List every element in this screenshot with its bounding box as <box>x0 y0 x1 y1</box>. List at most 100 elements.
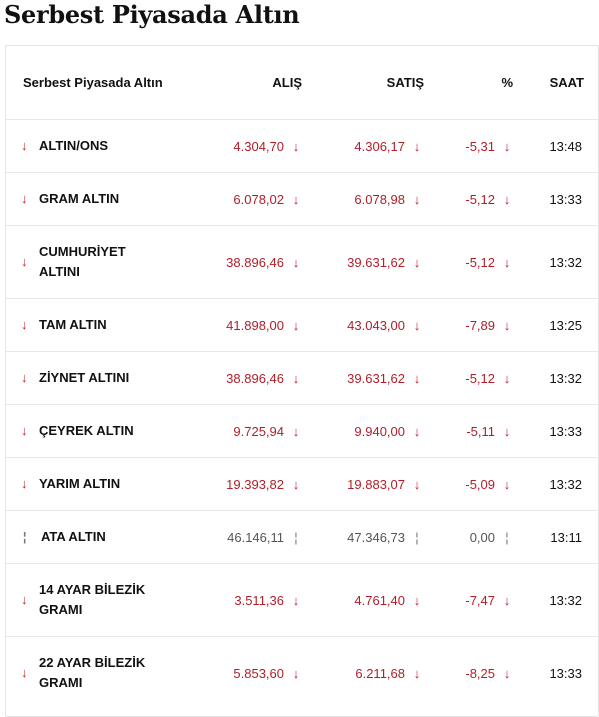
table-row[interactable]: ↓ TAM ALTIN 41.898,00 ↓ 43.043,00 ↓ -7,89 ↓ 13:2… <box>6 298 598 352</box>
header-name: Serbest Piyasada Altın <box>6 46 190 120</box>
table-row[interactable]: ¦ ATA ALTIN 46.146,11 ¦ 47.346,73 ¦ 0,00 ¦ 13:11 <box>6 510 598 564</box>
instrument-name-cell[interactable]: ¦ ATA ALTIN <box>6 510 190 564</box>
header-alis[interactable]: ALIŞ <box>190 46 310 120</box>
alis-cell: 38.896,46 ↓ <box>190 351 310 405</box>
gold-price-table-card: Serbest Piyasada Altın ALIŞ SATIŞ % SAAT… <box>5 45 599 717</box>
alis-cell: 5.853,60 ↓ <box>190 637 310 710</box>
dash-icon: ¦ <box>294 529 298 545</box>
arrow-down-icon: ↓ <box>503 317 511 333</box>
alis-cell: 6.078,02 ↓ <box>190 172 310 226</box>
saat-cell: 13:33 <box>519 172 598 226</box>
arrow-down-icon: ↓ <box>503 665 511 681</box>
table-row[interactable]: ↓ YARIM ALTIN 19.393,82 ↓ 19.883,07 ↓ -5,09 ↓ 13… <box>6 457 598 511</box>
table-row[interactable]: ↓ ÇEYREK ALTIN 9.725,94 ↓ 9.940,00 ↓ -5,11 ↓ 13:… <box>6 404 598 458</box>
alis-cell: 19.393,82 ↓ <box>190 457 310 511</box>
alis-value: 5.853,60 <box>233 665 284 681</box>
page-title: Serbest Piyasada Altın <box>4 0 300 29</box>
percent-value: -8,25 <box>465 665 495 681</box>
alis-cell: 3.511,36 ↓ <box>190 563 310 637</box>
table-row[interactable]: ↓ ALTIN/ONS 4.304,70 ↓ 4.306,17 ↓ -5,31 ↓ 13:48 <box>6 119 598 173</box>
satis-value: 9.940,00 <box>354 423 405 439</box>
instrument-name: TAM ALTIN <box>39 317 107 332</box>
arrow-down-icon: ↓ <box>21 254 28 269</box>
arrow-down-icon: ↓ <box>503 423 511 439</box>
time-value: 13:32 <box>549 254 582 270</box>
table-header-row: Serbest Piyasada Altın ALIŞ SATIŞ % SAAT <box>6 46 598 120</box>
arrow-down-icon: ↓ <box>21 191 28 206</box>
satis-cell: 39.631,62 ↓ <box>310 225 433 299</box>
satis-value: 4.761,40 <box>354 592 405 608</box>
arrow-down-icon: ↓ <box>413 423 421 439</box>
alis-cell: 9.725,94 ↓ <box>190 404 310 458</box>
alis-value: 38.896,46 <box>226 254 284 270</box>
instrument-name-cell[interactable]: ↓ ALTIN/ONS <box>6 119 190 173</box>
arrow-down-icon: ↓ <box>413 138 421 154</box>
instrument-name-cell[interactable]: ↓ 22 AYAR BİLEZİK GRAMI <box>6 637 190 710</box>
table-row[interactable]: ↓ GRAM ALTIN 6.078,02 ↓ 6.078,98 ↓ -5,12 ↓ 13:33 <box>6 172 598 226</box>
percent-cell: -7,89 ↓ <box>433 298 519 352</box>
table-row[interactable]: ↓ ZİYNET ALTINI 38.896,46 ↓ 39.631,62 ↓ -5,12 ↓… <box>6 351 598 405</box>
arrow-down-icon: ↓ <box>292 592 300 608</box>
instrument-name-cell[interactable]: ↓ YARIM ALTIN <box>6 457 190 511</box>
table-row[interactable]: ↓ CUMHURİYET ALTINI 38.896,46 ↓ 39.631,62 ↓ -5… <box>6 225 598 299</box>
instrument-name: CUMHURİYET ALTINI <box>39 244 126 279</box>
satis-value: 6.211,68 <box>355 665 405 681</box>
satis-value: 19.883,07 <box>347 476 405 492</box>
satis-cell: 43.043,00 ↓ <box>310 298 433 352</box>
arrow-down-icon: ↓ <box>292 138 300 154</box>
percent-cell: -5,09 ↓ <box>433 457 519 511</box>
saat-cell: 13:32 <box>519 351 598 405</box>
instrument-name-cell[interactable]: ↓ ÇEYREK ALTIN <box>6 404 190 458</box>
satis-cell: 4.306,17 ↓ <box>310 119 433 173</box>
header-percent[interactable]: % <box>433 46 519 120</box>
percent-cell: 0,00 ¦ <box>433 510 519 564</box>
arrow-down-icon: ↓ <box>503 476 511 492</box>
alis-value: 46.146,11 <box>227 529 284 545</box>
percent-value: -5,12 <box>465 370 495 386</box>
saat-cell: 13:11 <box>519 510 598 564</box>
arrow-down-icon: ↓ <box>21 665 28 680</box>
table-row[interactable]: ↓ 14 AYAR BİLEZİK GRAMI 3.511,36 ↓ 4.761,40 ↓… <box>6 563 598 637</box>
arrow-down-icon: ↓ <box>21 592 28 607</box>
arrow-down-icon: ↓ <box>292 317 300 333</box>
arrow-down-icon: ↓ <box>292 370 300 386</box>
header-saat[interactable]: SAAT <box>519 46 598 120</box>
percent-value: 0,00 <box>469 529 495 545</box>
instrument-name-cell[interactable]: ↓ TAM ALTIN <box>6 298 190 352</box>
instrument-name-cell[interactable]: ↓ 14 AYAR BİLEZİK GRAMI <box>6 563 190 637</box>
percent-cell: -5,11 ↓ <box>433 404 519 458</box>
instrument-name: ÇEYREK ALTIN <box>39 423 134 438</box>
arrow-down-icon: ↓ <box>292 423 300 439</box>
percent-cell: -7,47 ↓ <box>433 563 519 637</box>
instrument-name-cell[interactable]: ↓ CUMHURİYET ALTINI <box>6 225 190 299</box>
percent-value: -5,11 <box>466 423 495 439</box>
arrow-down-icon: ↓ <box>413 592 421 608</box>
time-value: 13:48 <box>549 138 582 154</box>
arrow-down-icon: ↓ <box>503 191 511 207</box>
satis-cell: 6.211,68 ↓ <box>310 637 433 710</box>
arrow-down-icon: ↓ <box>413 191 421 207</box>
arrow-down-icon: ↓ <box>413 254 421 270</box>
instrument-name-cell[interactable]: ↓ GRAM ALTIN <box>6 172 190 226</box>
time-value: 13:32 <box>549 476 582 492</box>
table-row[interactable]: ↓ 22 AYAR BİLEZİK GRAMI 5.853,60 ↓ 6.211,68 ↓… <box>6 637 598 710</box>
arrow-down-icon: ↓ <box>292 665 300 681</box>
alis-value: 41.898,00 <box>226 317 284 333</box>
instrument-name: ALTIN/ONS <box>39 138 109 153</box>
alis-cell: 46.146,11 ¦ <box>190 510 310 564</box>
satis-cell: 39.631,62 ↓ <box>310 351 433 405</box>
alis-value: 4.304,70 <box>233 138 284 154</box>
satis-value: 39.631,62 <box>347 370 405 386</box>
saat-cell: 13:25 <box>519 298 598 352</box>
time-value: 13:25 <box>549 317 582 333</box>
satis-value: 4.306,17 <box>354 138 405 154</box>
instrument-name: 14 AYAR BİLEZİK GRAMI <box>39 582 146 617</box>
satis-cell: 47.346,73 ¦ <box>310 510 433 564</box>
instrument-name-cell[interactable]: ↓ ZİYNET ALTINI <box>6 351 190 405</box>
instrument-name: YARIM ALTIN <box>39 476 121 491</box>
percent-cell: -8,25 ↓ <box>433 637 519 710</box>
gold-price-table: Serbest Piyasada Altın ALIŞ SATIŞ % SAAT… <box>6 46 598 709</box>
satis-value: 47.346,73 <box>347 529 405 545</box>
header-satis[interactable]: SATIŞ <box>310 46 433 120</box>
arrow-down-icon: ↓ <box>21 476 28 491</box>
